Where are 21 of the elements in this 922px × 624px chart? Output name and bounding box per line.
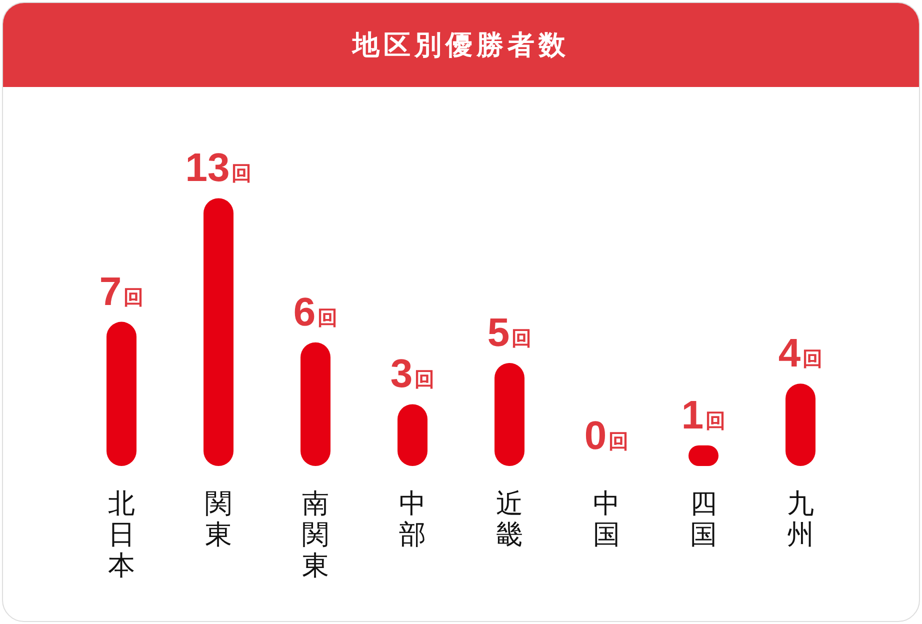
data-label: 4回 (778, 332, 823, 376)
bar (300, 342, 330, 466)
data-label: 7回 (99, 270, 144, 314)
x-tick-label: 北日本 (108, 488, 135, 580)
data-label: 5回 (487, 311, 532, 355)
x-tick-label: 近畿 (496, 488, 523, 550)
data-label: 13回 (185, 146, 252, 190)
data-label: 3回 (390, 352, 435, 396)
data-label: 0回 (584, 414, 629, 458)
x-tick-label: 四国 (690, 488, 717, 550)
data-label: 1回 (681, 393, 726, 438)
data-label: 6回 (293, 290, 338, 334)
x-tick-label: 南関東 (302, 488, 329, 580)
chart-title: 地区別優勝者数 (3, 3, 919, 87)
bar (106, 322, 136, 466)
x-tick-label: 中国 (593, 488, 620, 550)
x-tick-label: 九州 (787, 488, 814, 550)
bar (494, 363, 524, 466)
bar (204, 198, 234, 466)
x-tick-label: 関東 (205, 488, 232, 550)
x-tick-label: 中部 (399, 488, 426, 550)
